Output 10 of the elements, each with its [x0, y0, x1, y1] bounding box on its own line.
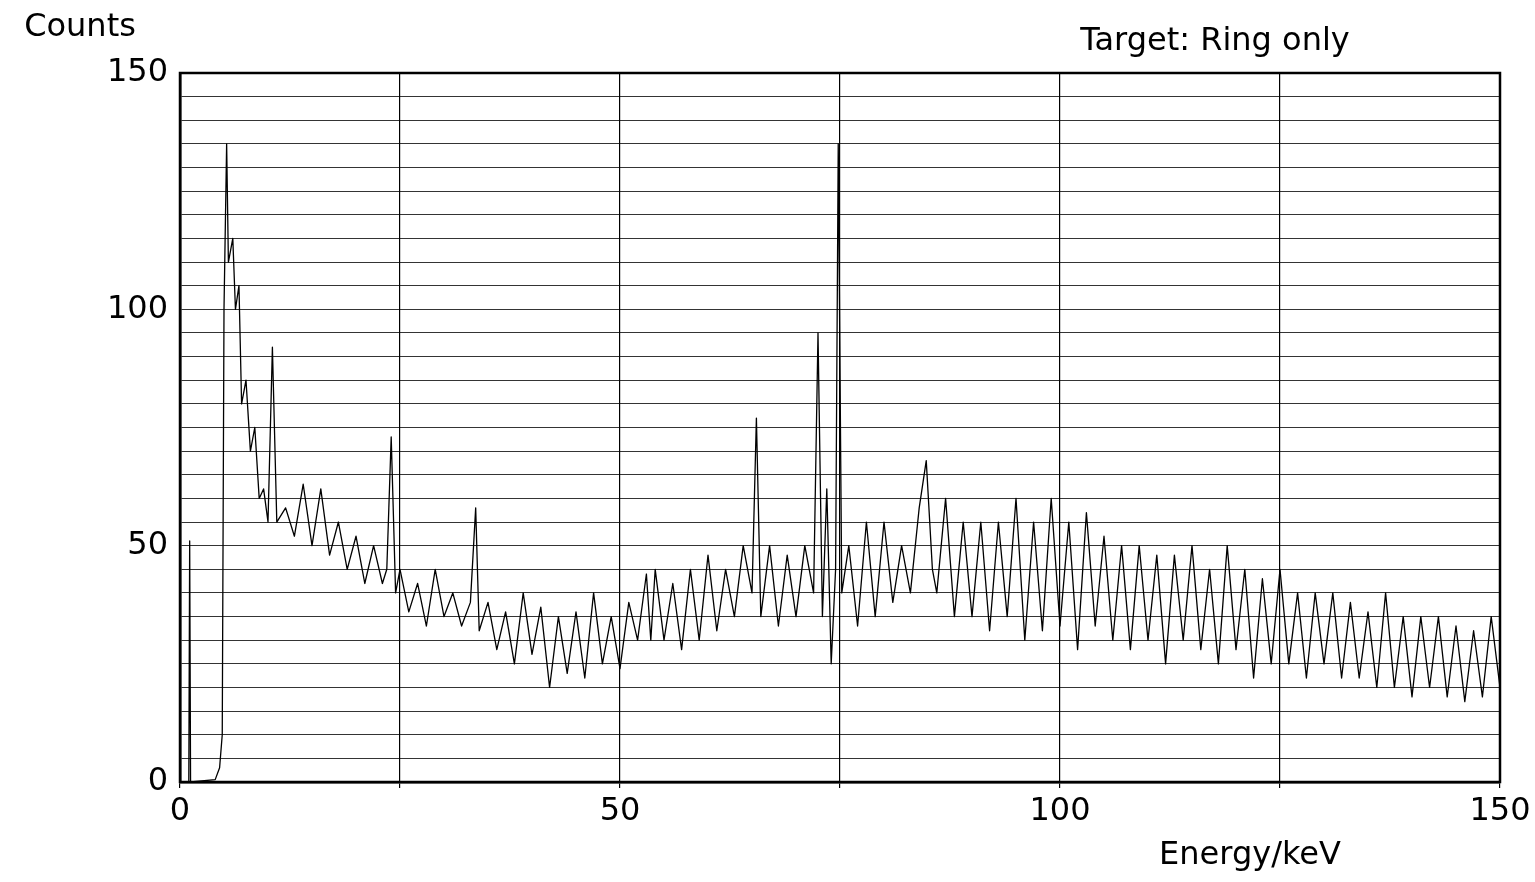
- x-tick-label: 100: [1029, 789, 1091, 828]
- y-tick-label: 0: [147, 760, 168, 799]
- x-tick-label: 50: [599, 789, 641, 828]
- y-tick-label: 150: [106, 51, 168, 90]
- y-tick-label: 100: [106, 287, 168, 326]
- x-tick-label: 150: [1469, 789, 1531, 828]
- text: Target: Ring only: [1079, 20, 1350, 59]
- x-axis-title: Energy/keV: [1159, 834, 1341, 873]
- y-axis-title: Counts: [24, 6, 136, 45]
- y-tick-label: 50: [127, 523, 168, 562]
